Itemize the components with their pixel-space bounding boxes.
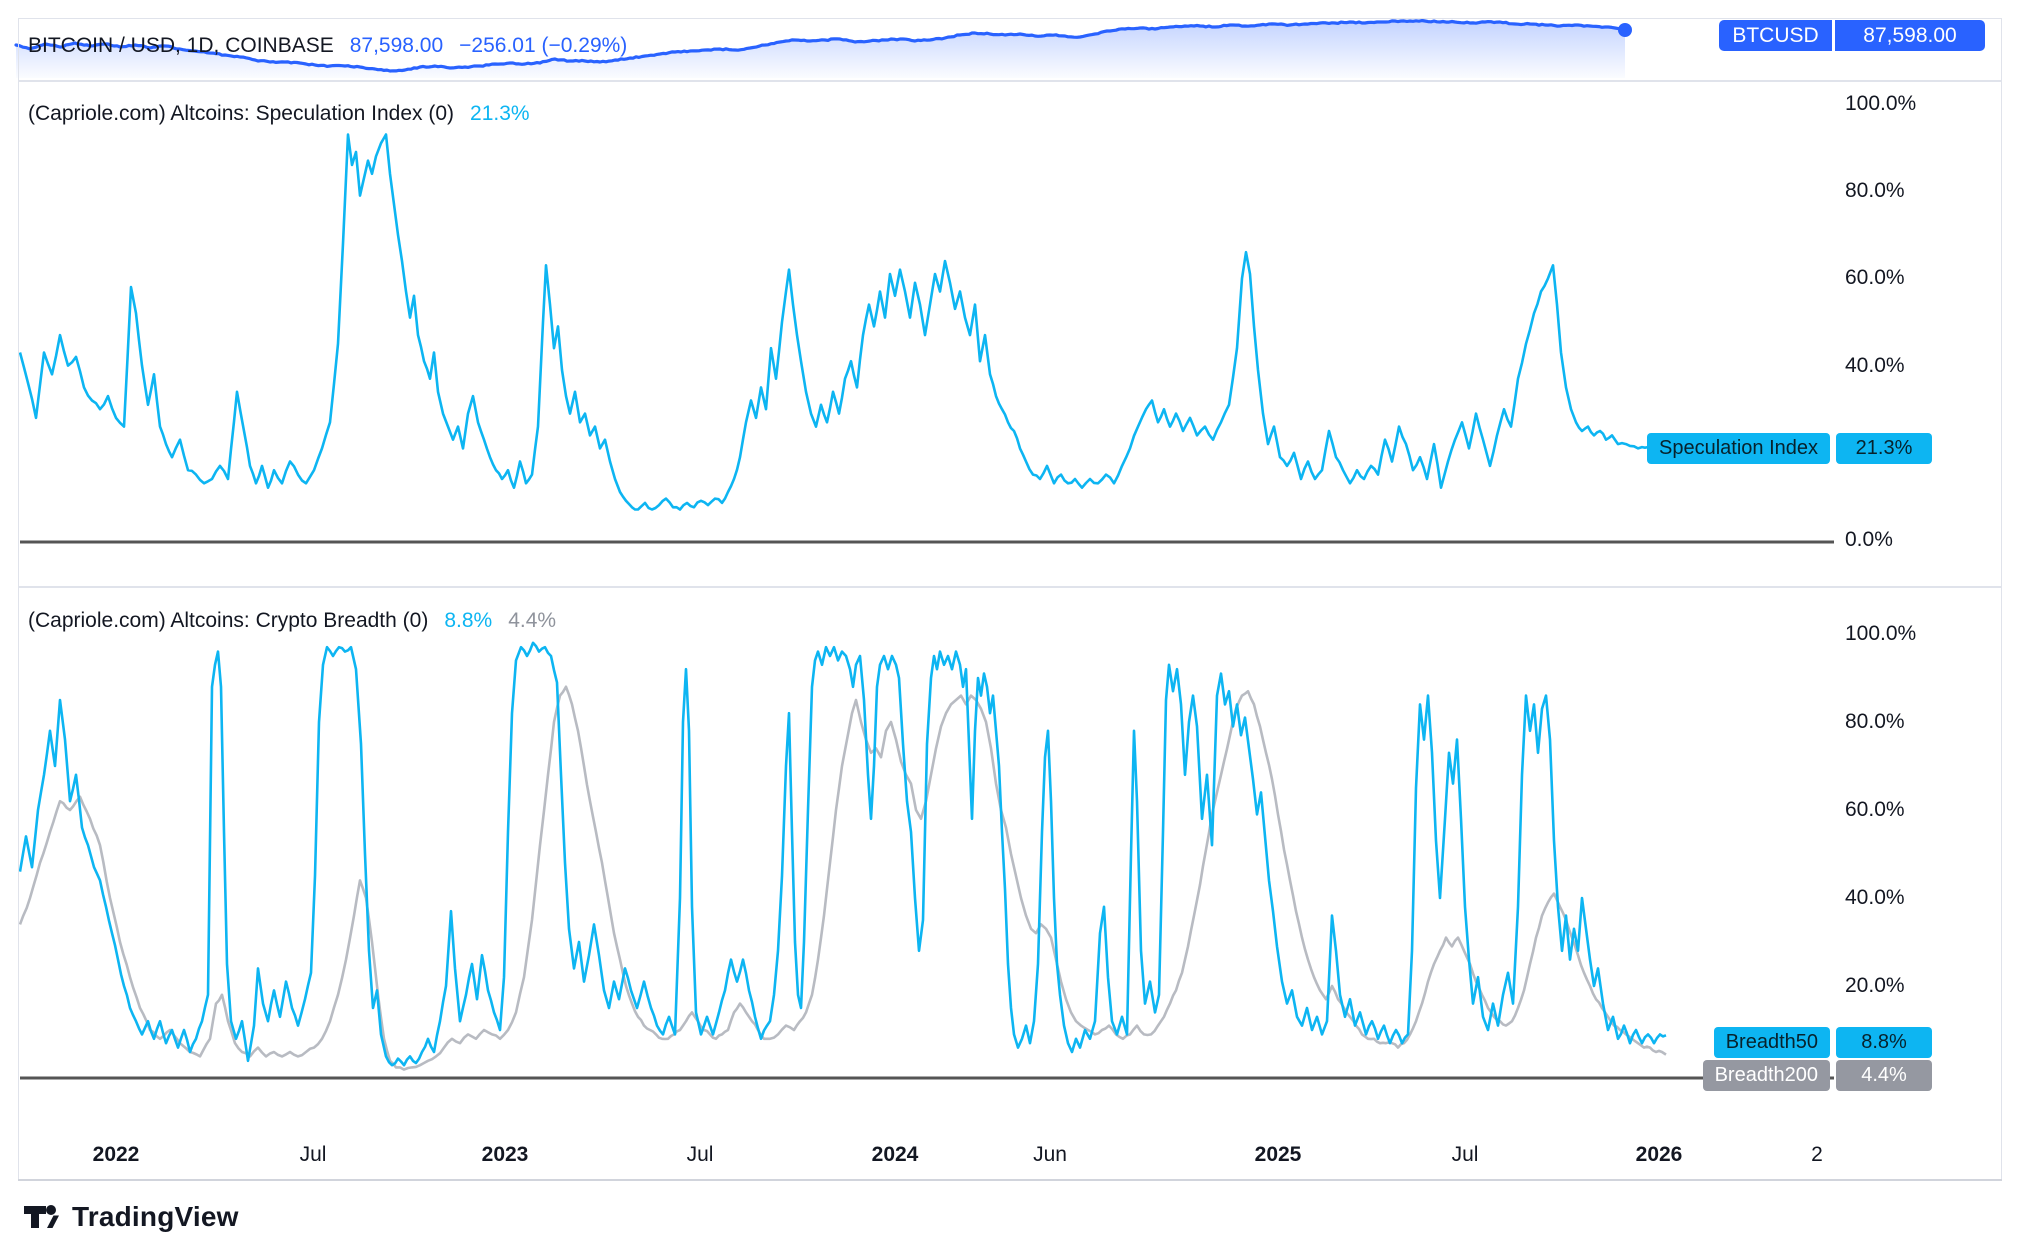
btc-price-line [14, 18, 1627, 73]
breadth-pane[interactable] [18, 588, 1834, 1128]
symbol-badge: BTCUSD [1719, 20, 1832, 51]
breadth50-name-badge: Breadth50 [1713, 1027, 1830, 1058]
speculation-pane[interactable] [18, 82, 1834, 586]
time-axis[interactable] [18, 1128, 2002, 1179]
speculation-y-tick-60: 60.0% [1845, 266, 1905, 290]
breadth200-value-badge: 4.4% [1836, 1060, 1932, 1091]
symbol-header[interactable]: BITCOIN / USD, 1D, COINBASE 87,598.00 −2… [28, 33, 627, 59]
breadth-y-tick-20: 20.0% [1845, 974, 1905, 997]
speculation-legend[interactable]: (Capriole.com) Altcoins: Speculation Ind… [28, 101, 530, 127]
speculation-y-tick-40: 40.0% [1845, 353, 1905, 377]
price-axis-speculation[interactable] [1836, 82, 2001, 586]
speculation-y-tick-80: 80.0% [1845, 179, 1905, 203]
pane-divider-header [18, 80, 2002, 82]
x-tick-2025: 2025 [1254, 1143, 1302, 1166]
breadth200-name-badge: Breadth200 [1702, 1060, 1830, 1091]
breadth-y-tick-80: 80.0% [1845, 710, 1905, 733]
x-tick-jul: Jul [686, 1143, 714, 1166]
x-tick-jun: Jun [1033, 1143, 1067, 1166]
breadth50-value-badge: 8.8% [1836, 1027, 1932, 1058]
breadth200-value: 4.4% [508, 609, 557, 632]
btc-area-fill [16, 20, 1625, 78]
breadth50-badge-label: Breadth50 [1725, 1031, 1818, 1053]
x-tick-2026: 2026 [1635, 1143, 1683, 1166]
speculation-badge-value: 21.3% [1855, 437, 1913, 459]
breadth50-line [18, 641, 1667, 1067]
speculation-y-tick-100: 100.0% [1845, 92, 1917, 115]
speculation-y-tick-0: 0.0% [1845, 528, 1893, 551]
price-axis-breadth[interactable] [1836, 588, 2001, 1128]
chart-left-border [18, 18, 19, 1180]
breadth-title: (Capriole.com) Altcoins: Crypto Breadth … [28, 609, 429, 632]
symbol-change: −256.01 (−0.29%) [459, 34, 628, 57]
x-tick-2023: 2023 [481, 1143, 529, 1166]
x-tick-2024: 2024 [871, 1143, 919, 1166]
pane-divider-breadth [18, 586, 2002, 588]
tradingview-logo[interactable]: TradingView [22, 1198, 239, 1236]
chart-top-border [18, 18, 2002, 19]
symbol-price-badge: 87,598.00 [1835, 20, 1985, 51]
symbol-badge-label: BTCUSD [1732, 23, 1819, 47]
symbol-title: BITCOIN / USD, 1D, COINBASE [28, 34, 334, 57]
x-tick-2022: 2022 [92, 1143, 140, 1166]
symbol-badge-value: 87,598.00 [1863, 23, 1957, 47]
x-tick-jul: Jul [299, 1143, 327, 1166]
speculation-index-name-badge: Speculation Index [1646, 433, 1830, 464]
symbol-price: 87,598.00 [349, 34, 444, 57]
chart-right-border [2001, 18, 2002, 1180]
tradingview-logo-icon [24, 1205, 59, 1228]
speculation-index-line [18, 133, 1649, 511]
breadth200-line [18, 685, 1667, 1071]
speculation-badge-label: Speculation Index [1658, 437, 1818, 459]
breadth-y-tick-60: 60.0% [1845, 798, 1905, 821]
breadth-legend[interactable]: (Capriole.com) Altcoins: Crypto Breadth … [28, 608, 556, 634]
speculation-index-value-badge: 21.3% [1836, 433, 1932, 464]
btc-last-price-dot [1618, 23, 1632, 37]
breadth50-badge-value: 8.8% [1861, 1031, 1907, 1053]
btc-pane[interactable] [18, 18, 2002, 80]
x-tick-jul: Jul [1451, 1143, 1479, 1166]
breadth50-value: 8.8% [444, 609, 493, 632]
x-tick-2: 2 [1811, 1143, 1823, 1166]
breadth-y-tick-40: 40.0% [1845, 886, 1905, 909]
tradingview-logo-text: TradingView [72, 1201, 239, 1232]
breadth200-badge-value: 4.4% [1861, 1064, 1907, 1086]
speculation-value: 21.3% [470, 102, 530, 125]
breadth-y-tick-100: 100.0% [1845, 622, 1917, 645]
time-axis-border [18, 1179, 2002, 1181]
breadth200-badge-label: Breadth200 [1714, 1064, 1818, 1086]
speculation-title: (Capriole.com) Altcoins: Speculation Ind… [28, 102, 455, 125]
